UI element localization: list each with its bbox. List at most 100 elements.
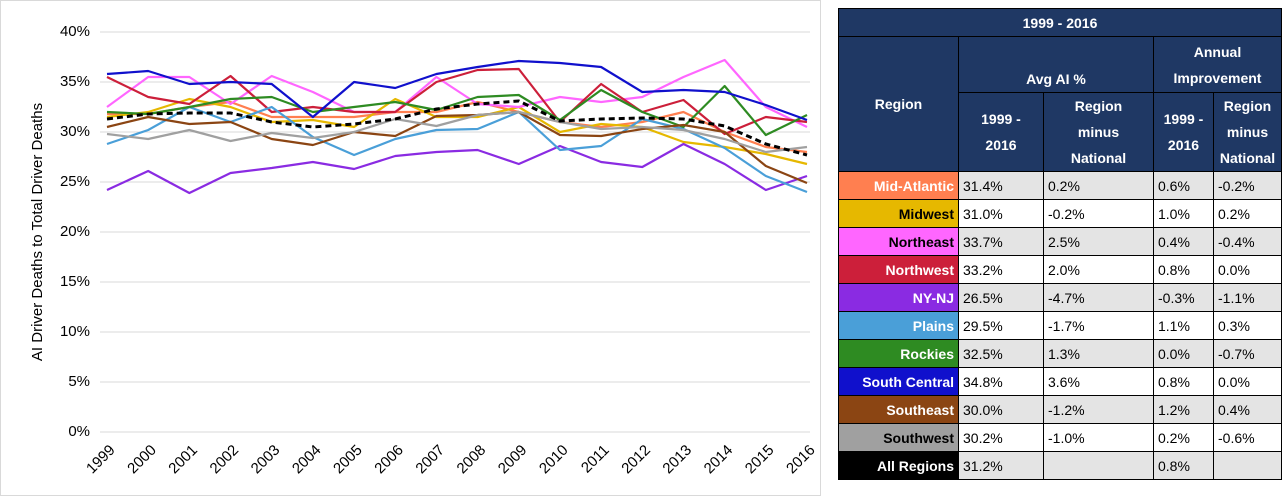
value-cell: -1.7% <box>1048 317 1085 334</box>
table-cell: -0.4% <box>1213 227 1282 256</box>
value-cell: 31.2% <box>963 457 1003 474</box>
region-name: Northwest <box>885 261 954 278</box>
average-line <box>106 99 808 157</box>
value-cell: -4.7% <box>1048 289 1085 306</box>
header-avg: Avg AI % <box>1026 71 1086 87</box>
chart-frame <box>0 0 821 496</box>
table-cell: 31.2% <box>958 451 1044 480</box>
region-name: Southeast <box>886 401 954 418</box>
region-name: Southwest <box>883 429 954 446</box>
table-row: 1999 - 2016 Region minus National 1999 - 2… <box>839 92 1282 172</box>
region-name: Northeast <box>888 233 954 250</box>
y-tick-label: 0% <box>68 423 90 440</box>
table-cell: Avg AI % <box>958 36 1154 93</box>
value-cell: -1.2% <box>1048 401 1085 418</box>
table-cell: 29.5% <box>958 311 1044 340</box>
table-cell: 0.8% <box>1153 451 1214 480</box>
value-cell: 33.2% <box>963 261 1003 278</box>
table-cell: -1.1% <box>1213 283 1282 312</box>
value-cell: 34.8% <box>963 373 1003 390</box>
y-tick-label: 20% <box>60 223 90 240</box>
value-cell: 0.8% <box>1158 457 1190 474</box>
table-row: Southeast 30.0% -1.2% 1.2% 0.4% <box>838 395 1282 424</box>
y-tick-label: 30% <box>60 123 90 140</box>
table-cell: 0.4% <box>1153 227 1214 256</box>
table-cell: 26.5% <box>958 283 1044 312</box>
table-cell: 0.0% <box>1213 367 1282 396</box>
table-row: Midwest 31.0% -0.2% 1.0% 0.2% <box>838 199 1282 228</box>
value-cell: -0.4% <box>1218 233 1255 250</box>
y-tick-label: 5% <box>68 373 90 390</box>
table-cell: -1.7% <box>1043 311 1154 340</box>
table-cell: 0.4% <box>1213 395 1282 424</box>
table-cell: 0.0% <box>1153 339 1214 368</box>
table-cell: -0.7% <box>1213 339 1282 368</box>
table-cell: Plains <box>838 311 959 340</box>
table-cell: 1.1% <box>1153 311 1214 340</box>
table-cell: 3.6% <box>1043 367 1154 396</box>
value-cell: 0.2% <box>1158 429 1190 446</box>
table-cell: Region minus National <box>1213 92 1282 172</box>
y-tick-label: 15% <box>60 273 90 290</box>
value-cell: 2.5% <box>1048 233 1080 250</box>
value-cell: -0.3% <box>1158 289 1195 306</box>
table-cell: -0.3% <box>1153 283 1214 312</box>
table-row: NY-NJ 26.5% -4.7% -0.3% -1.1% <box>838 283 1282 312</box>
value-cell: 0.8% <box>1158 373 1190 390</box>
table-cell: 1999 - 2016 <box>958 92 1044 172</box>
series-line <box>106 110 808 154</box>
value-cell: 1.0% <box>1158 205 1190 222</box>
table-cell: Rockies <box>838 339 959 368</box>
table-cell: -4.7% <box>1043 283 1154 312</box>
series-line <box>106 110 808 185</box>
region-name: All Regions <box>876 457 954 474</box>
value-cell: 31.4% <box>963 177 1003 194</box>
value-cell: 30.0% <box>963 401 1003 418</box>
table-cell: 33.7% <box>958 227 1044 256</box>
sub-header: Region minus National <box>1219 98 1276 166</box>
table-cell: 30.0% <box>958 395 1044 424</box>
table-title: 1999 - 2016 <box>1022 14 1098 31</box>
series-line <box>106 59 808 122</box>
value-cell: 0.0% <box>1218 373 1250 390</box>
y-tick-label: 40% <box>60 23 90 40</box>
table-cell: -1.2% <box>1043 395 1154 424</box>
region-name: NY-NJ <box>912 289 954 306</box>
table-cell: -0.6% <box>1213 423 1282 452</box>
table-cell: Southeast <box>838 395 959 424</box>
value-cell: 0.6% <box>1158 177 1190 194</box>
table-cell: 31.4% <box>958 171 1044 200</box>
table-cell: 0.8% <box>1153 367 1214 396</box>
value-cell: -0.2% <box>1048 205 1085 222</box>
region-name: Plains <box>912 317 954 334</box>
table-cell: Northeast <box>838 227 959 256</box>
table-cell: -0.2% <box>1213 171 1282 200</box>
header-region: Region <box>874 96 923 112</box>
value-cell: -0.7% <box>1218 345 1255 362</box>
table-cell <box>1213 451 1282 480</box>
table-cell: -0.2% <box>1043 199 1154 228</box>
sub-header: Region minus National <box>1070 98 1127 166</box>
table-cell: 33.2% <box>958 255 1044 284</box>
table-cell: Midwest <box>838 199 959 228</box>
table-cell <box>1043 451 1154 480</box>
value-cell: 26.5% <box>963 289 1003 306</box>
value-cell: 0.2% <box>1218 205 1250 222</box>
table-cell: Annual Improvement <box>1153 36 1282 93</box>
table-cell: 0.6% <box>1153 171 1214 200</box>
table-cell: -1.0% <box>1043 423 1154 452</box>
header-annual: Annual Improvement <box>1173 43 1262 86</box>
value-cell: -1.1% <box>1218 289 1255 306</box>
table-cell: 2.5% <box>1043 227 1154 256</box>
value-cell: 2.0% <box>1048 261 1080 278</box>
table-row: Region Avg AI % Annual Improvement <box>838 36 1282 172</box>
y-tick-label: 35% <box>60 73 90 90</box>
table-row: All Regions 31.2% 0.8% <box>838 451 1282 480</box>
table-cell: 0.3% <box>1213 311 1282 340</box>
y-axis-label: AI Driver Deaths to Total Driver Deaths <box>29 103 46 361</box>
table-row: Mid-Atlantic 31.4% 0.2% 0.6% -0.2% <box>838 171 1282 200</box>
value-cell: 29.5% <box>963 317 1003 334</box>
region-name: South Central <box>862 373 954 390</box>
table-cell: 0.2% <box>1213 199 1282 228</box>
value-cell: 0.0% <box>1158 345 1190 362</box>
